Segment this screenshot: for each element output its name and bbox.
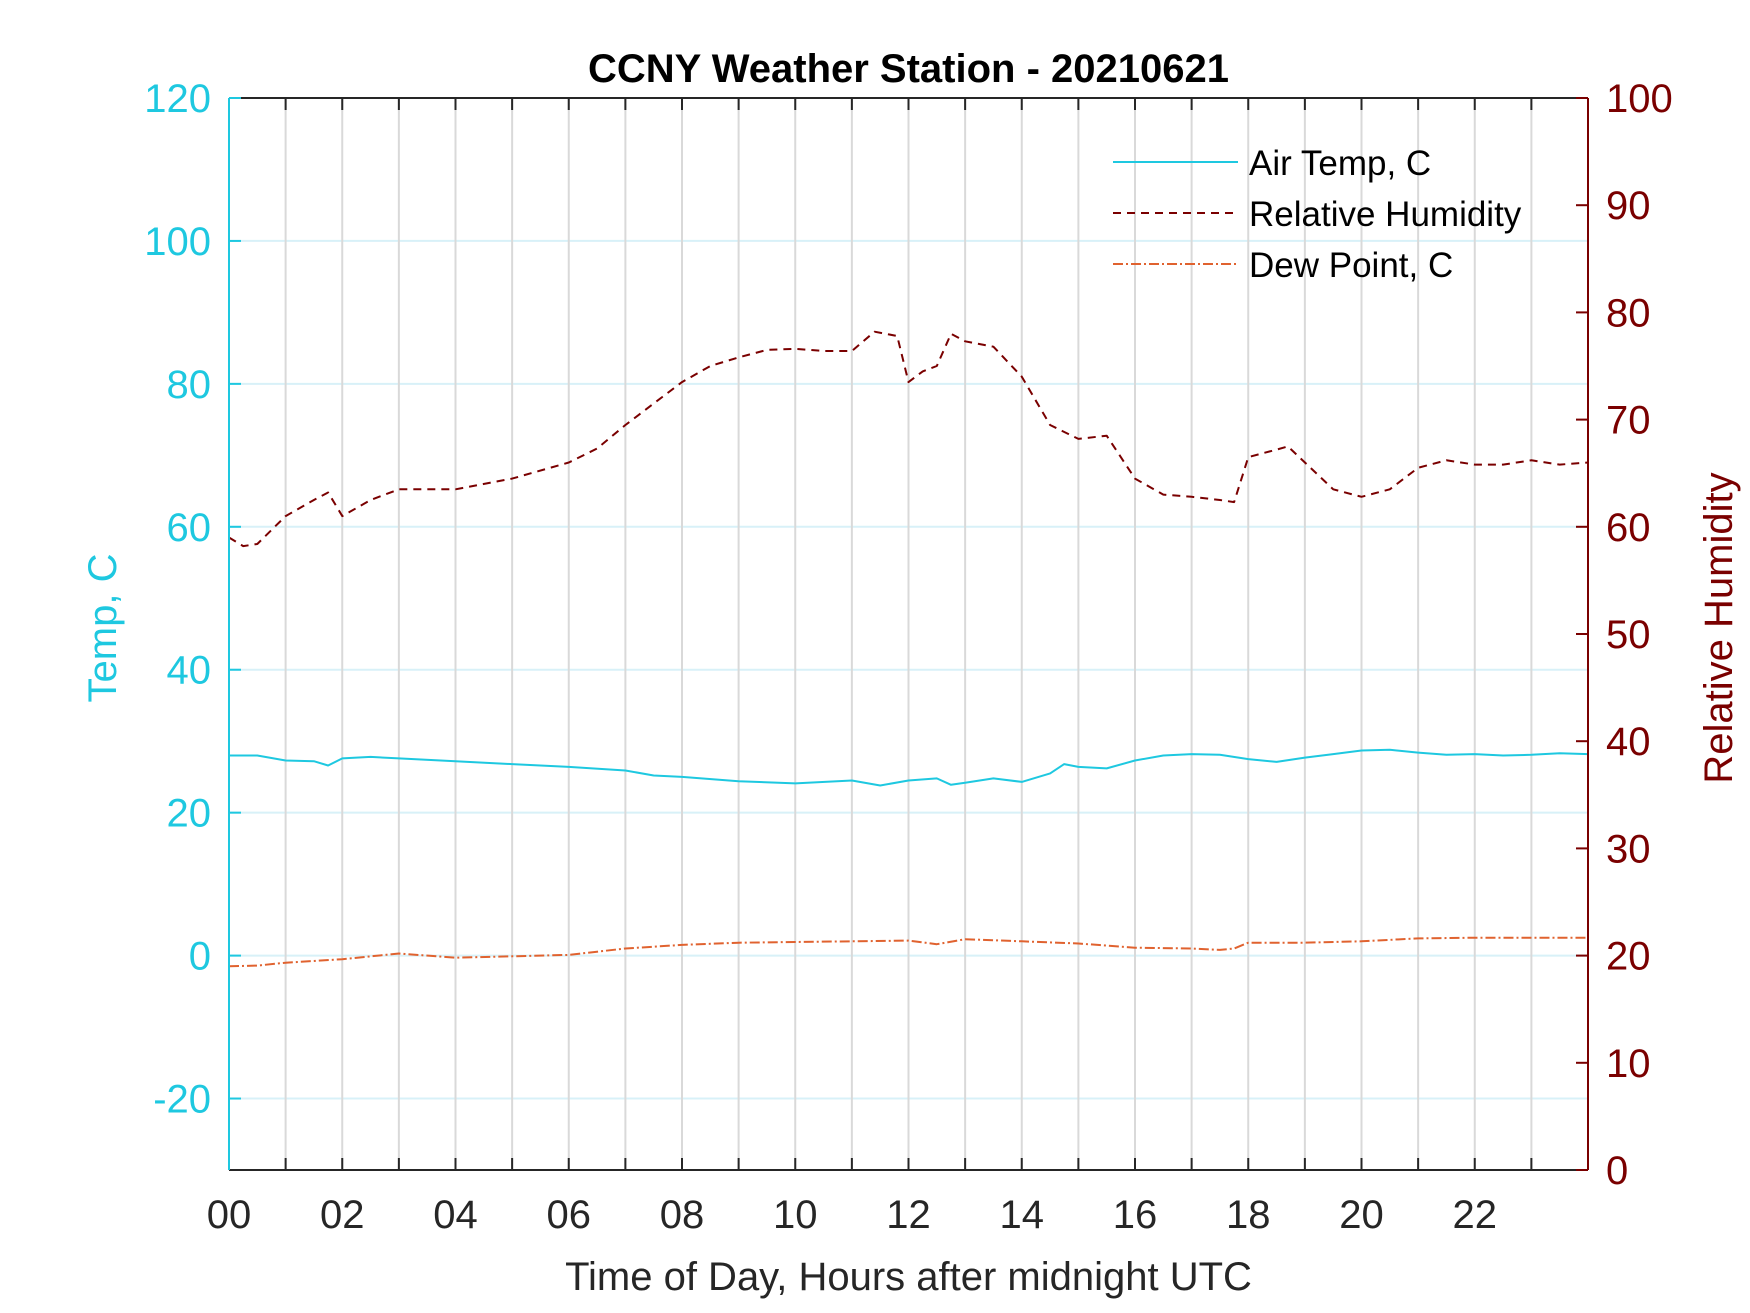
y-right-tick-label: 80 bbox=[1606, 291, 1651, 335]
x-tick-label: 04 bbox=[433, 1193, 478, 1237]
y-right-tick-label: 0 bbox=[1606, 1149, 1628, 1193]
x-tick-label: 16 bbox=[1113, 1193, 1158, 1237]
x-tick-label: 06 bbox=[547, 1193, 592, 1237]
y-left-axis-label: Temp, C bbox=[81, 554, 125, 703]
y-right-tick-label: 60 bbox=[1606, 506, 1651, 550]
air-temp-line bbox=[229, 748, 1589, 787]
y-right-axis-label: Relative Humidity bbox=[1697, 472, 1741, 783]
y-right-tick-label: 50 bbox=[1606, 613, 1651, 657]
x-tick-label: 10 bbox=[773, 1193, 818, 1237]
y-left-tick-label: 0 bbox=[189, 935, 211, 979]
x-tick-label: 02 bbox=[320, 1193, 365, 1237]
y-left-tick-label: 60 bbox=[167, 506, 212, 550]
y-left-tick-label: 120 bbox=[144, 77, 211, 121]
dew-point-line bbox=[228, 936, 1588, 968]
legend-label: Air Temp, C bbox=[1249, 144, 1431, 183]
x-tick-label: 18 bbox=[1226, 1193, 1271, 1237]
y-right-tick-label: 10 bbox=[1606, 1042, 1651, 1086]
y-right-tick-label: 30 bbox=[1606, 827, 1651, 871]
grid-layer bbox=[229, 97, 1588, 1170]
chart-title: CCNY Weather Station - 20210621 bbox=[588, 47, 1229, 91]
x-tick-label: 14 bbox=[1000, 1193, 1045, 1237]
x-tick-label: 12 bbox=[886, 1193, 931, 1237]
y-right-tick-label: 100 bbox=[1606, 77, 1673, 121]
y-right-tick-label: 90 bbox=[1606, 184, 1651, 228]
x-axis-label: Time of Day, Hours after midnight UTC bbox=[565, 1255, 1252, 1299]
series-layer bbox=[228, 330, 1589, 968]
legend-label: Dew Point, C bbox=[1249, 246, 1453, 285]
y-left-tick-label: 80 bbox=[167, 363, 212, 407]
x-tick-label: 20 bbox=[1339, 1193, 1384, 1237]
y-right-tick-label: 40 bbox=[1606, 720, 1651, 764]
y-left-tick-label: 20 bbox=[167, 792, 212, 836]
x-tick-label: 22 bbox=[1453, 1193, 1498, 1237]
y-right-tick-label: 70 bbox=[1606, 399, 1651, 443]
x-tick-label: 00 bbox=[207, 1193, 252, 1237]
x-tick-label: 08 bbox=[660, 1193, 705, 1237]
ticks-layer: 00 02 04 06 08 10 12 14 16 18 20 22-200204060801001… bbox=[144, 77, 1673, 1237]
humidity-line bbox=[228, 330, 1589, 548]
y-left-tick-label: 100 bbox=[144, 220, 211, 264]
y-left-tick-label: 40 bbox=[167, 649, 212, 693]
legend-label: Relative Humidity bbox=[1249, 195, 1522, 234]
y-left-tick-label: -20 bbox=[153, 1078, 211, 1122]
y-right-tick-label: 20 bbox=[1606, 935, 1651, 979]
legend: Air Temp, C Relative Humidity Dew Point, C bbox=[1113, 144, 1522, 285]
